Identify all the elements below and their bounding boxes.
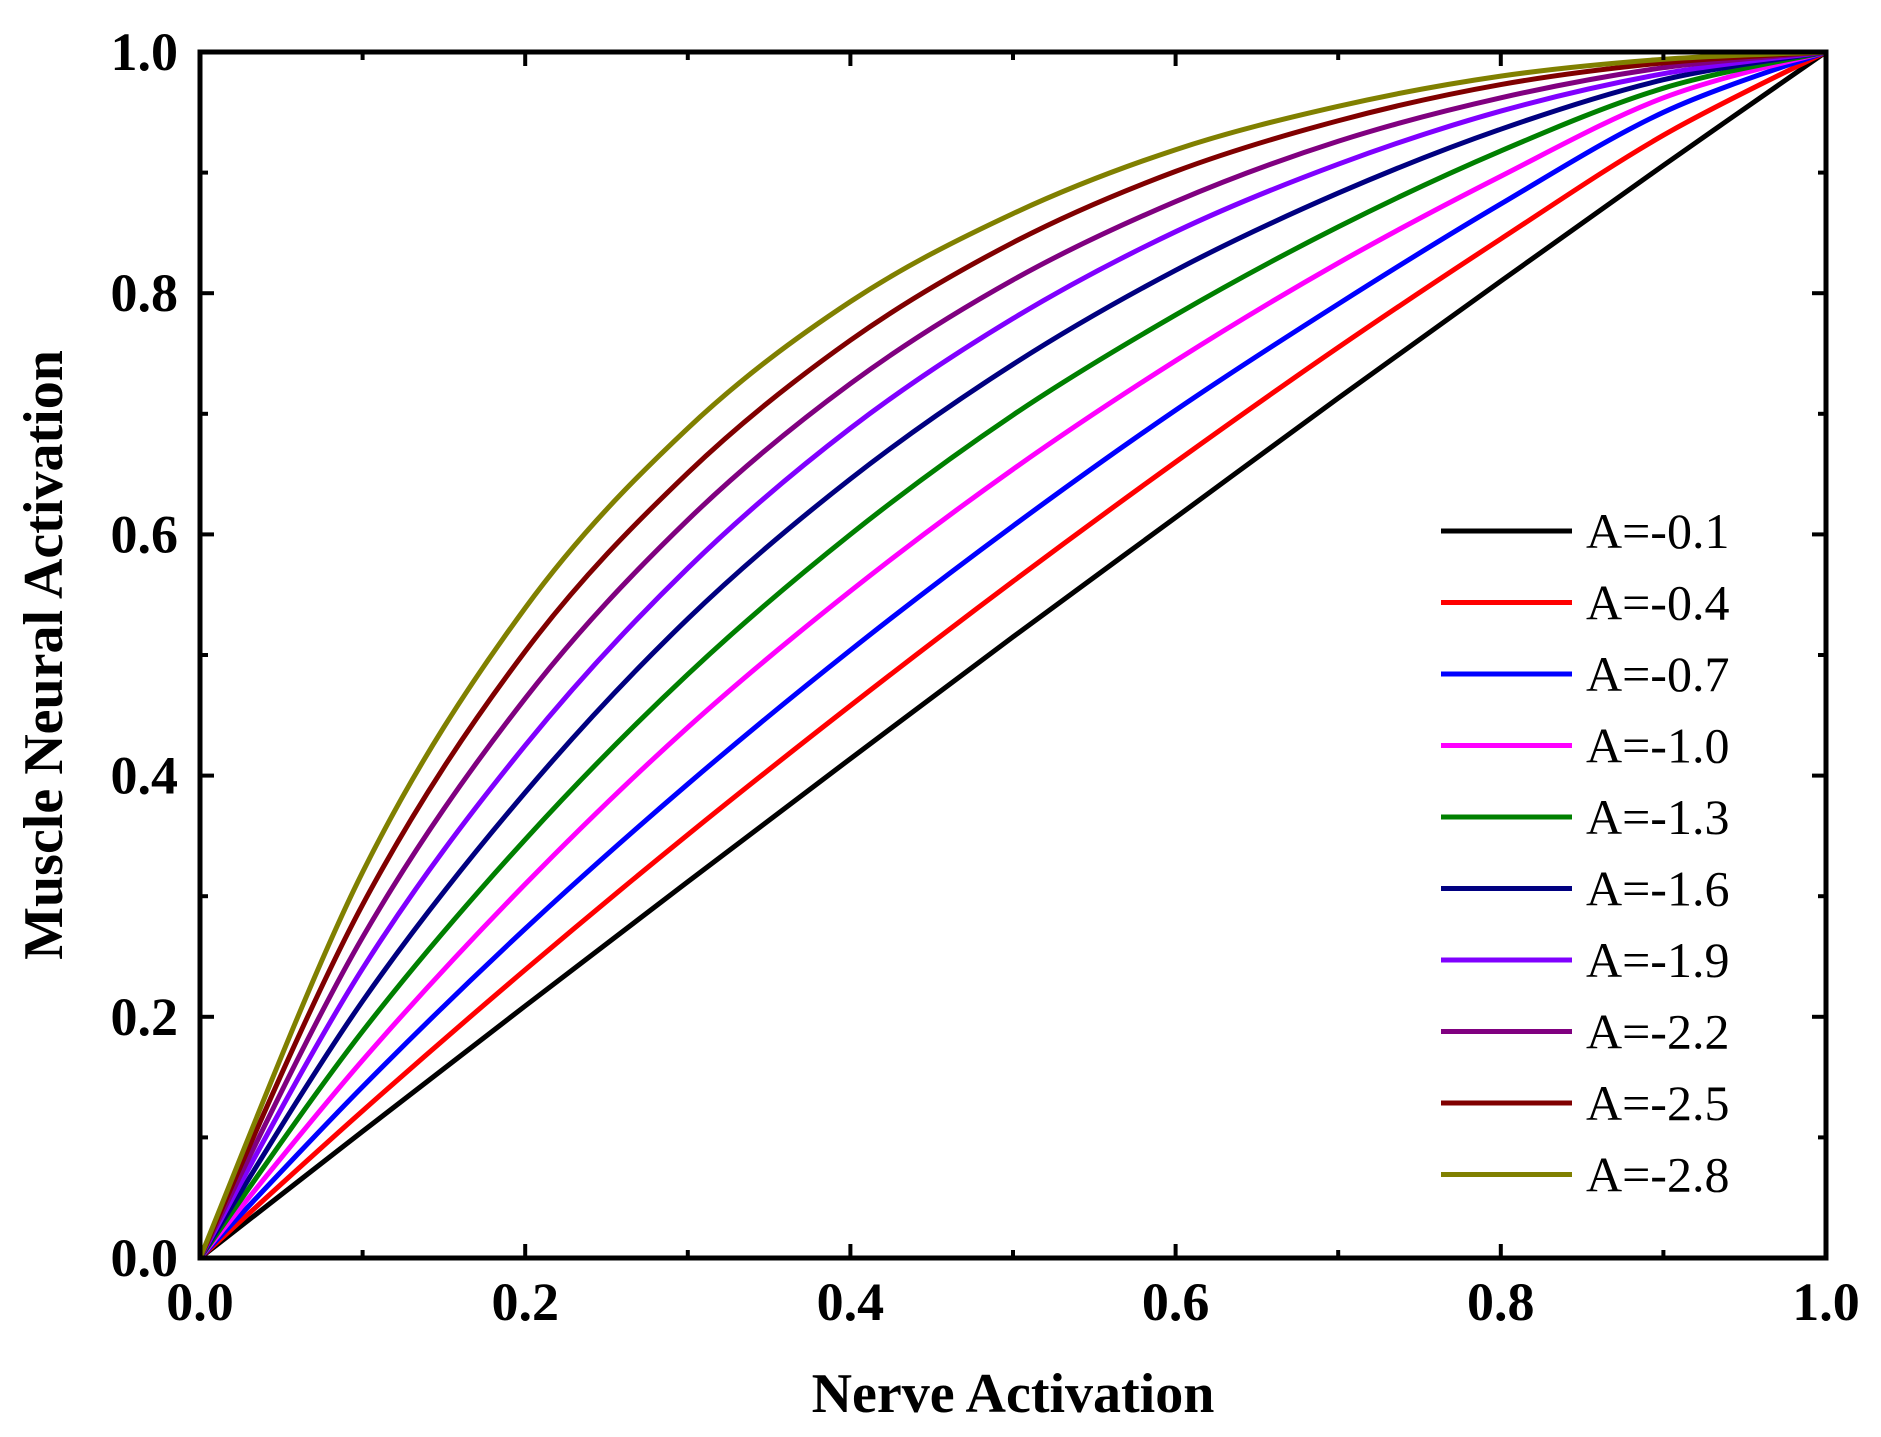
legend-label-7: A=-2.2 [1586, 1004, 1729, 1060]
plot-frame [197, 49, 1829, 1261]
y-tick-label: 0.8 [111, 263, 179, 323]
x-tick-label: 0.0 [166, 1272, 234, 1332]
series-line-9 [197, 49, 1827, 1259]
legend-label-6: A=-1.9 [1586, 932, 1729, 988]
tick-layer: 0.0 0.2 0.4 0.6 0.8 1.0 0.0 0.2 0.4 0.6 0.8 1.0 [111, 22, 1860, 1332]
series-line-6 [197, 49, 1827, 1260]
x-tick-label: 0.6 [1142, 1272, 1210, 1332]
series-line-5 [197, 49, 1827, 1260]
legend-label-4: A=-1.3 [1586, 789, 1729, 845]
x-tick-label: 0.2 [491, 1272, 559, 1332]
series-line-4 [197, 49, 1827, 1260]
legend-label-9: A=-2.8 [1586, 1147, 1729, 1203]
y-tick-label: 0.4 [111, 746, 179, 806]
x-axis-title: Nerve Activation [812, 1363, 1215, 1425]
y-tick-label: 0.6 [111, 504, 179, 564]
x-tick-label: 1.0 [1792, 1272, 1860, 1332]
legend-label-0: A=-0.1 [1586, 503, 1729, 559]
legend-label-8: A=-2.5 [1586, 1075, 1729, 1131]
y-axis-title: Muscle Neural Activation [13, 350, 75, 960]
y-tick-label: 0.0 [111, 1228, 179, 1288]
series-line-2 [198, 49, 1827, 1260]
series-line-0 [198, 49, 1828, 1260]
series-line-7 [197, 49, 1827, 1260]
x-tick-label: 0.8 [1467, 1272, 1535, 1332]
series-layer [197, 49, 1828, 1260]
series-line-8 [197, 49, 1827, 1260]
legend-label-3: A=-1.0 [1586, 718, 1729, 774]
legend: A=-0.1 A=-0.4 A=-0.7 A=-1.0 A=-1.3 A=-1.6 A=-1… [1441, 503, 1729, 1203]
legend-label-5: A=-1.6 [1586, 861, 1729, 917]
series-line-3 [198, 49, 1827, 1260]
y-tick-label: 1.0 [111, 22, 179, 82]
y-tick-label: 0.2 [111, 987, 179, 1047]
legend-label-1: A=-0.4 [1586, 575, 1729, 631]
series-line-1 [198, 49, 1828, 1260]
legend-label-2: A=-0.7 [1586, 646, 1729, 702]
x-tick-label: 0.4 [817, 1272, 885, 1332]
